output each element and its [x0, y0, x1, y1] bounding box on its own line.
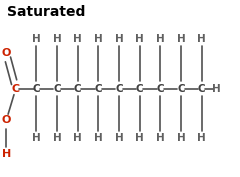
Text: H: H — [197, 34, 206, 44]
Text: C: C — [53, 84, 61, 93]
Text: H: H — [156, 34, 165, 44]
Text: H: H — [197, 133, 206, 143]
Text: C: C — [156, 84, 164, 93]
Text: O: O — [1, 48, 11, 58]
Text: H: H — [32, 34, 41, 44]
Text: H: H — [212, 84, 221, 93]
Text: H: H — [177, 34, 185, 44]
Text: H: H — [135, 34, 144, 44]
Text: H: H — [53, 34, 61, 44]
Text: C: C — [177, 84, 185, 93]
Text: H: H — [135, 133, 144, 143]
Text: H: H — [177, 133, 185, 143]
Text: C: C — [33, 84, 40, 93]
Text: C: C — [115, 84, 123, 93]
Text: H: H — [94, 34, 103, 44]
Text: H: H — [115, 34, 123, 44]
Text: H: H — [115, 133, 123, 143]
Text: H: H — [53, 133, 61, 143]
Text: H: H — [156, 133, 165, 143]
Text: H: H — [32, 133, 41, 143]
Text: H: H — [73, 34, 82, 44]
Text: H: H — [94, 133, 103, 143]
Text: H: H — [73, 133, 82, 143]
Text: C: C — [12, 84, 20, 93]
Text: C: C — [136, 84, 144, 93]
Text: C: C — [74, 84, 82, 93]
Text: C: C — [95, 84, 102, 93]
Text: C: C — [198, 84, 205, 93]
Text: H: H — [2, 149, 11, 159]
Text: Saturated: Saturated — [7, 5, 86, 19]
Text: O: O — [1, 115, 11, 125]
